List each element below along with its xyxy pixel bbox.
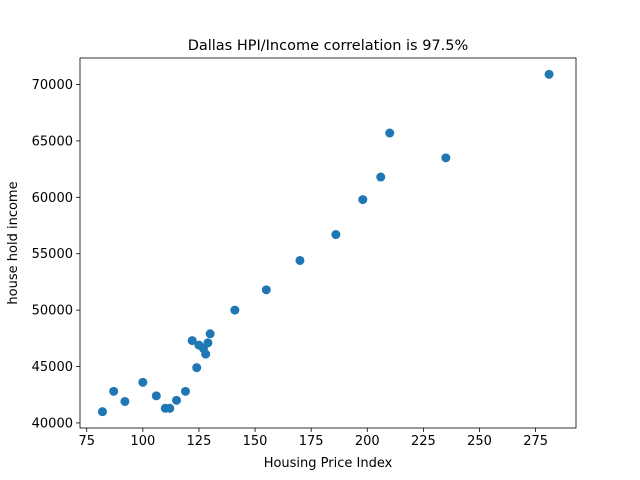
x-tick-label: 225 <box>411 434 436 449</box>
data-point <box>165 403 175 413</box>
y-axis: 40000 45000 50000 55000 60000 65000 70000 <box>32 78 80 431</box>
y-tick-label: 65000 <box>32 134 73 149</box>
y-tick-label: 45000 <box>32 360 73 375</box>
x-tick-label: 275 <box>523 434 548 449</box>
data-point <box>201 349 211 359</box>
y-axis-label: house hold income <box>6 181 21 304</box>
y-tick-label: 40000 <box>32 416 73 431</box>
data-point <box>109 386 119 396</box>
data-point <box>180 386 190 396</box>
x-tick-label: 150 <box>243 434 268 449</box>
x-axis: 75 100 125 150 175 200 225 250 275 <box>78 428 548 449</box>
data-point <box>331 230 341 240</box>
data-point <box>230 305 240 315</box>
data-point <box>295 255 305 265</box>
data-point <box>205 329 215 339</box>
data-point <box>151 391 161 401</box>
data-point <box>261 285 271 295</box>
data-point <box>192 363 202 373</box>
x-tick-label: 250 <box>467 434 492 449</box>
chart-title: Dallas HPI/Income correlation is 97.5% <box>188 38 469 54</box>
data-point <box>385 128 395 138</box>
data-point <box>376 172 386 182</box>
data-points <box>97 69 554 417</box>
x-tick-label: 175 <box>299 434 324 449</box>
x-tick-label: 75 <box>78 434 95 449</box>
y-tick-label: 60000 <box>32 191 73 206</box>
x-axis-label: Housing Price Index <box>264 456 393 471</box>
x-tick-label: 125 <box>187 434 212 449</box>
data-point <box>138 377 148 387</box>
data-point <box>97 407 107 417</box>
y-tick-label: 55000 <box>32 247 73 262</box>
data-point <box>358 195 368 205</box>
y-tick-label: 50000 <box>32 304 73 319</box>
x-tick-label: 200 <box>355 434 380 449</box>
plot-frame <box>79 57 577 429</box>
data-point <box>120 396 130 406</box>
data-point <box>203 338 213 348</box>
data-point <box>187 336 197 346</box>
y-tick-label: 70000 <box>32 78 73 93</box>
data-point <box>172 395 182 405</box>
data-point <box>441 153 451 163</box>
x-tick-label: 100 <box>130 434 155 449</box>
data-point <box>544 69 554 79</box>
